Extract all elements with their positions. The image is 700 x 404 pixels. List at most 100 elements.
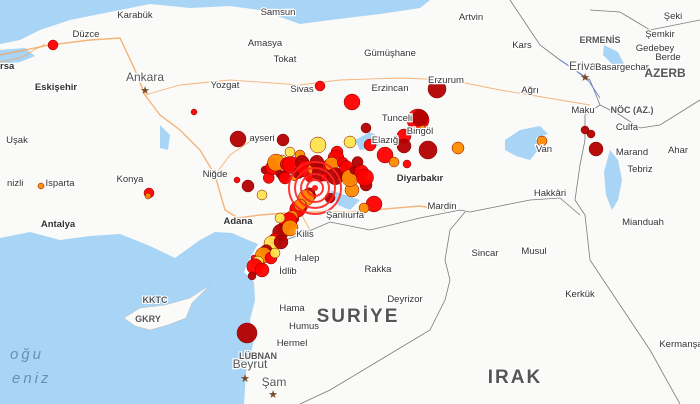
earthquake-marker[interactable] xyxy=(273,234,289,250)
city-label: Halep xyxy=(295,253,320,264)
city-label: Tokat xyxy=(274,54,297,65)
earthquake-marker[interactable] xyxy=(241,179,255,193)
earthquake-marker[interactable] xyxy=(363,138,377,152)
country-border xyxy=(599,99,700,129)
city-label: Maku xyxy=(571,105,594,116)
city-label: ayseri xyxy=(249,133,274,144)
earthquake-marker[interactable] xyxy=(281,219,299,237)
earthquake-marker[interactable] xyxy=(274,212,286,224)
earthquake-marker[interactable] xyxy=(256,189,268,201)
city-label: Musul xyxy=(521,246,546,257)
earthquake-markers[interactable] xyxy=(37,39,604,344)
city-label: Kilis xyxy=(296,229,314,240)
earthquake-marker[interactable] xyxy=(396,138,412,154)
earthquake-marker[interactable] xyxy=(247,271,257,281)
city-label: Ankara xyxy=(126,70,164,84)
earthquake-marker[interactable] xyxy=(343,93,361,111)
city-label: Şemkir xyxy=(645,29,675,40)
country-label: SURİYE xyxy=(317,306,400,327)
region-label: AZERB xyxy=(644,66,686,80)
earthquake-marker[interactable] xyxy=(236,322,258,344)
sea-label: oğu xyxy=(10,346,44,363)
earthquake-marker[interactable] xyxy=(233,176,241,184)
city-label: Gümüşhane xyxy=(364,48,416,59)
earthquake-marker[interactable] xyxy=(37,182,45,190)
capital-star-icon: ★ xyxy=(268,389,278,401)
black-sea xyxy=(0,0,430,44)
epicenter-ring[interactable] xyxy=(294,167,336,209)
earthquake-marker[interactable] xyxy=(388,156,400,168)
earthquake-marker[interactable] xyxy=(144,192,152,200)
city-label: Adana xyxy=(223,216,253,227)
ataturk-dam xyxy=(330,190,360,210)
earthquake-marker[interactable] xyxy=(229,130,247,148)
city-label: Ahar xyxy=(668,145,688,156)
earthquake-marker[interactable] xyxy=(276,133,290,147)
city-label: Erivan xyxy=(569,59,603,73)
epicenter-ring[interactable] xyxy=(288,161,342,215)
country-label: IRAK xyxy=(488,367,542,388)
epicenter-ring[interactable] xyxy=(300,173,330,203)
city-label: Erzincan xyxy=(372,83,409,94)
city-label: Sivas xyxy=(290,84,313,95)
earthquake-marker[interactable] xyxy=(402,159,412,169)
earthquake-marker[interactable] xyxy=(190,108,198,116)
lake-van xyxy=(505,126,548,160)
earthquake-marker[interactable] xyxy=(284,146,296,158)
country-border xyxy=(589,9,700,31)
earthquake-marker[interactable] xyxy=(254,262,270,278)
capital-star-icon: ★ xyxy=(240,373,250,385)
epicenter-ring[interactable] xyxy=(306,179,324,197)
earthquake-marker[interactable] xyxy=(356,168,374,187)
road-layer xyxy=(0,37,591,231)
city-label: Culfa xyxy=(616,122,639,133)
earthquake-marker[interactable] xyxy=(427,79,447,99)
earthquake-marker[interactable] xyxy=(360,122,372,134)
city-label: Samsun xyxy=(261,7,296,18)
earthquake-marker[interactable] xyxy=(376,146,394,164)
city-label: Düzce xyxy=(73,29,100,40)
earthquake-marker[interactable] xyxy=(411,109,429,127)
city-label: Van xyxy=(536,144,552,155)
city-label: Sincar xyxy=(472,248,499,259)
city-label: Eskişehir xyxy=(35,82,78,93)
region-label: KKTC xyxy=(143,295,168,305)
city-label: Hakkâri xyxy=(534,188,566,199)
lake-sevan xyxy=(603,45,624,66)
earthquake-marker[interactable] xyxy=(588,141,604,157)
road xyxy=(0,37,446,219)
city-label: Berde xyxy=(655,52,680,63)
city-label: Şanlıurfa xyxy=(326,210,365,221)
earthquake-marker[interactable] xyxy=(358,202,370,214)
city-label: İdlib xyxy=(279,266,296,277)
earthquake-marker[interactable] xyxy=(418,140,438,160)
earthquake-marker[interactable] xyxy=(309,136,327,154)
city-label: Beyrut xyxy=(233,357,268,371)
earthquake-marker[interactable] xyxy=(47,39,59,51)
road xyxy=(214,139,253,176)
epicenter-marker[interactable] xyxy=(312,185,318,191)
earthquake-marker[interactable] xyxy=(536,135,548,147)
earthquake-marker[interactable] xyxy=(586,129,596,139)
city-label: Karabük xyxy=(117,10,153,21)
city-label: Artvin xyxy=(459,12,483,23)
region-label: NÖC (AZ.) xyxy=(611,105,654,115)
city-label: rsa xyxy=(0,61,15,72)
country-border xyxy=(509,0,681,404)
city-label: Erzurum xyxy=(428,75,464,86)
cyprus-island xyxy=(123,284,211,331)
city-label: Amasya xyxy=(248,38,283,49)
earthquake-marker[interactable] xyxy=(269,247,281,259)
earthquake-marker[interactable] xyxy=(314,80,326,92)
river-border xyxy=(559,59,601,99)
city-label: nizli xyxy=(7,178,23,189)
city-label: Gedebey xyxy=(636,43,675,54)
earthquake-marker[interactable] xyxy=(580,125,590,135)
earthquake-marker[interactable] xyxy=(343,135,357,149)
city-label: Humus xyxy=(289,321,319,332)
water-layer xyxy=(0,0,624,404)
earthquake-marker[interactable] xyxy=(451,141,465,155)
city-label: Diyarbakır xyxy=(397,173,444,184)
city-label: Şam xyxy=(262,375,287,389)
